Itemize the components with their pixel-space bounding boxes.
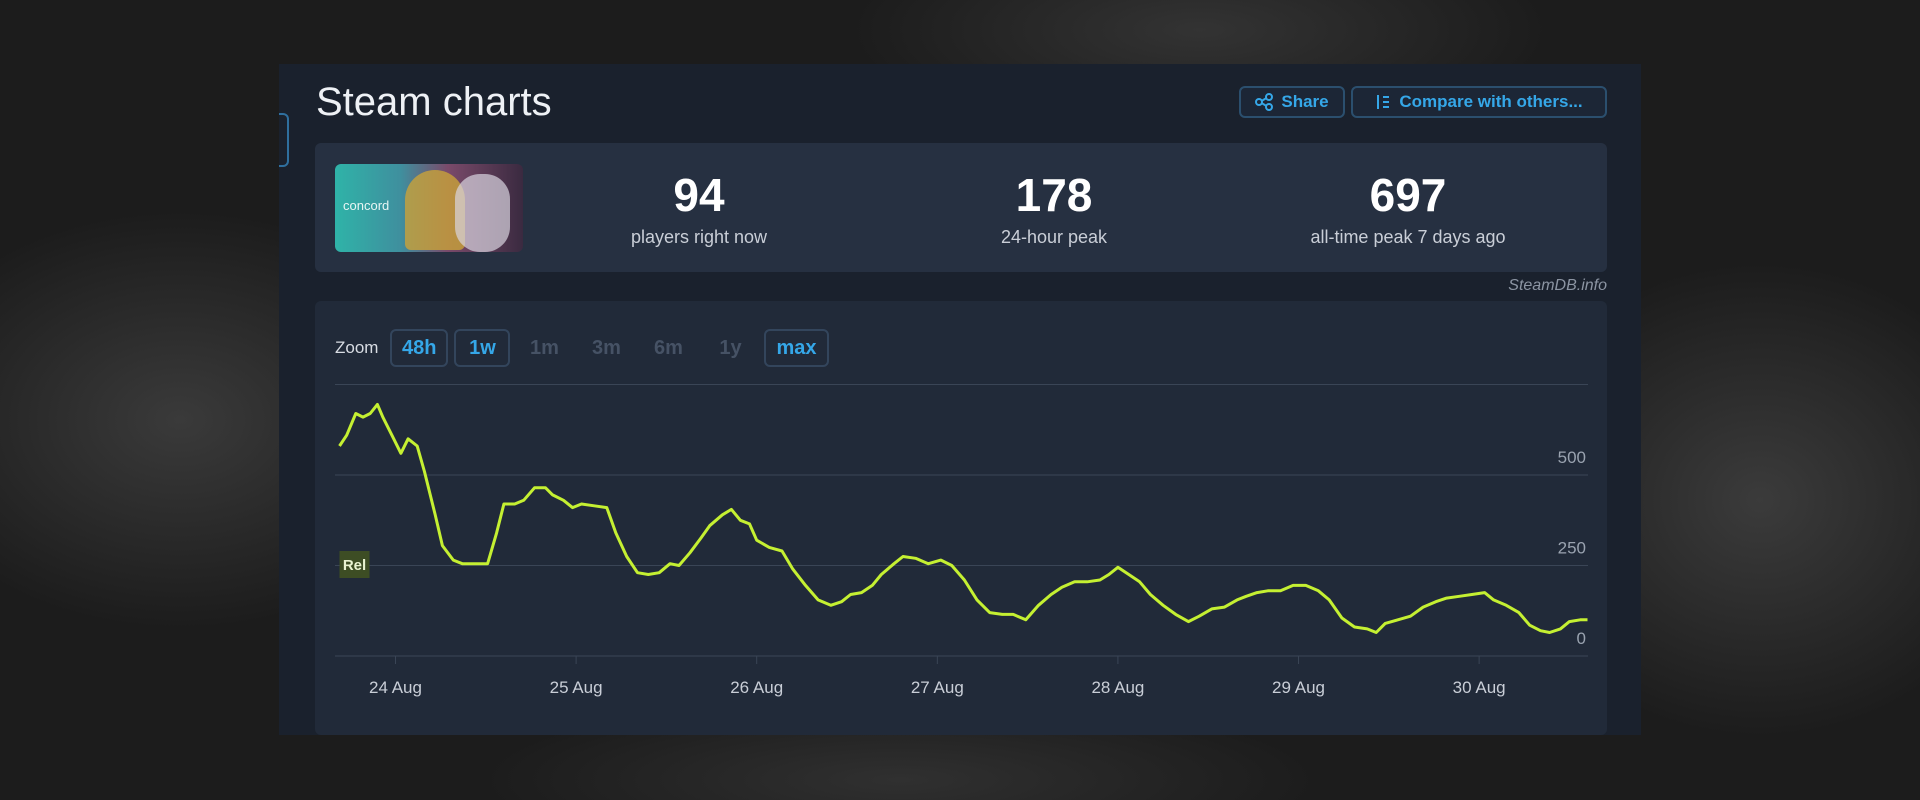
side-tab[interactable] xyxy=(279,113,289,167)
source-label: SteamDB.info xyxy=(1508,277,1607,294)
zoom-label: Zoom xyxy=(335,338,379,357)
chart-box xyxy=(315,301,1607,735)
share-icon xyxy=(1255,93,1274,111)
share-label: Share xyxy=(1281,92,1329,111)
x-tick-label: 30 Aug xyxy=(1453,678,1506,697)
x-tick-label: 29 Aug xyxy=(1272,678,1325,697)
zoom-button[interactable]: 48h xyxy=(390,329,449,367)
x-tick-label: 28 Aug xyxy=(1091,678,1144,697)
zoom-button[interactable]: 3m xyxy=(592,336,621,359)
share-button[interactable]: Share xyxy=(1239,86,1345,118)
zoom-button[interactable]: 6m xyxy=(654,336,683,359)
stats-box xyxy=(315,143,1607,272)
x-tick-label: 24 Aug xyxy=(369,678,422,697)
annotation-box xyxy=(339,551,370,578)
zoom-button[interactable]: 1w xyxy=(454,329,511,367)
x-tick-label: 27 Aug xyxy=(911,678,964,697)
x-tick-label: 26 Aug xyxy=(730,678,783,697)
thumbnail-art xyxy=(455,174,510,252)
player-line xyxy=(338,402,1588,634)
stat-label: players right now xyxy=(630,227,768,247)
stat-value: 697 xyxy=(1369,169,1447,221)
stat-label: all-time peak 7 days ago xyxy=(1310,227,1506,247)
page-title: Steam charts xyxy=(316,80,552,124)
stat-value: 178 xyxy=(1015,169,1093,221)
stat-value: 94 xyxy=(673,169,725,221)
thumbnail-text: concord xyxy=(343,198,390,213)
compare-label: Compare with others... xyxy=(1399,92,1583,111)
zoom-button[interactable]: 1m xyxy=(530,336,559,359)
compare-icon xyxy=(1377,95,1390,109)
zoom-button[interactable]: 1y xyxy=(719,336,742,359)
y-tick-label: 0 xyxy=(1577,629,1586,648)
x-tick-label: 25 Aug xyxy=(550,678,603,697)
game-thumbnail[interactable]: concord xyxy=(335,164,523,252)
zoom-buttons: 48h 1w 1m 3m 6m 1y max xyxy=(390,329,829,367)
compare-button[interactable]: Compare with others... xyxy=(1351,86,1607,118)
y-tick-label: 250 xyxy=(1558,539,1586,558)
zoom-button[interactable]: max xyxy=(764,329,829,367)
y-tick-label: 500 xyxy=(1558,448,1586,467)
stat-label: 24-hour peak xyxy=(1000,227,1108,247)
annotation-label: Rel xyxy=(343,557,366,574)
